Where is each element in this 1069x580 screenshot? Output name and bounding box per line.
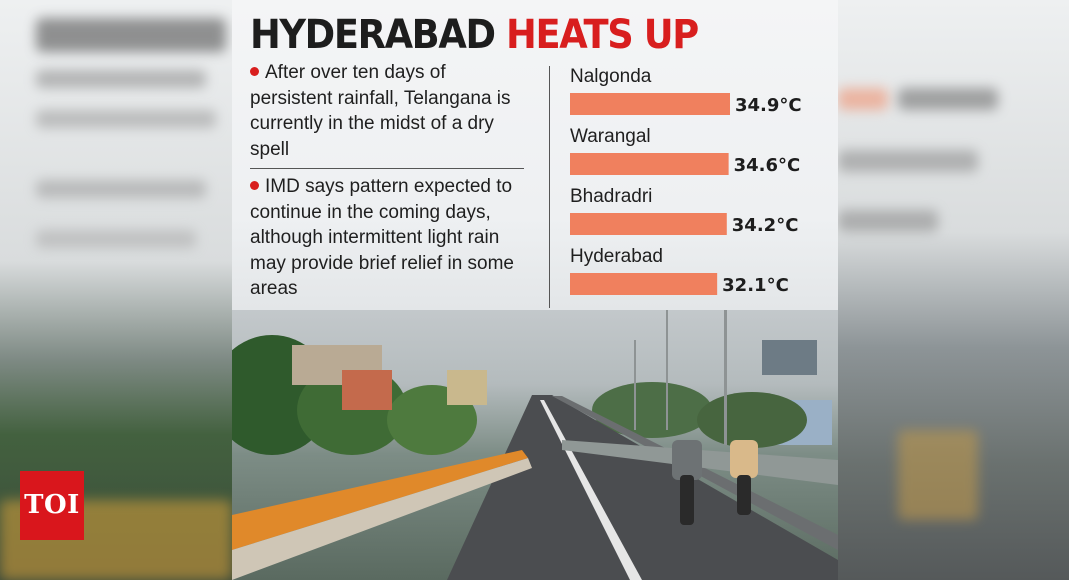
value-label-nalgonda: 34.9°C bbox=[735, 95, 802, 116]
blurred-backdrop-right bbox=[838, 0, 1069, 580]
category-label-warangal: Warangal bbox=[570, 126, 651, 147]
bar-nalgonda bbox=[570, 93, 730, 115]
bullet-dot-icon bbox=[250, 181, 259, 190]
bar-bhadradri bbox=[570, 213, 727, 235]
bullet-divider bbox=[250, 168, 524, 169]
bullet-dot-icon bbox=[250, 67, 259, 76]
category-label-nalgonda: Nalgonda bbox=[570, 66, 652, 87]
bar-warangal bbox=[570, 153, 729, 175]
bullet-text-2: IMD says pattern expected to continue in… bbox=[250, 176, 514, 299]
value-label-hyderabad: 32.1°C bbox=[722, 275, 789, 296]
headline-part-1: HYDERABAD bbox=[250, 12, 496, 58]
value-label-warangal: 34.6°C bbox=[734, 155, 801, 176]
road-photo-illustration bbox=[232, 300, 838, 580]
bullet-point-1: After over ten days of persistent rainfa… bbox=[250, 60, 522, 162]
temperature-bar-chart: Nalgonda 34.9°C Warangal 34.6°C Bhadradri 34.… bbox=[570, 66, 802, 296]
infographic-card: HYDERABAD HEATS UP After over ten days o… bbox=[232, 0, 838, 580]
headline-part-2: HEATS UP bbox=[506, 12, 699, 58]
bullet-point-2: IMD says pattern expected to continue in… bbox=[250, 174, 522, 302]
column-divider bbox=[549, 66, 550, 308]
bullet-text-1: After over ten days of persistent rainfa… bbox=[250, 62, 511, 160]
headline: HYDERABAD HEATS UP bbox=[250, 12, 699, 58]
toi-logo: TOI bbox=[20, 471, 84, 540]
category-label-bhadradri: Bhadradri bbox=[570, 186, 652, 207]
info-panel: HYDERABAD HEATS UP After over ten days o… bbox=[232, 0, 838, 310]
category-label-hyderabad: Hyderabad bbox=[570, 246, 663, 267]
road-photo bbox=[232, 300, 838, 580]
value-label-bhadradri: 34.2°C bbox=[732, 215, 799, 236]
toi-logo-text: TOI bbox=[24, 490, 80, 520]
bar-hyderabad bbox=[570, 273, 718, 295]
